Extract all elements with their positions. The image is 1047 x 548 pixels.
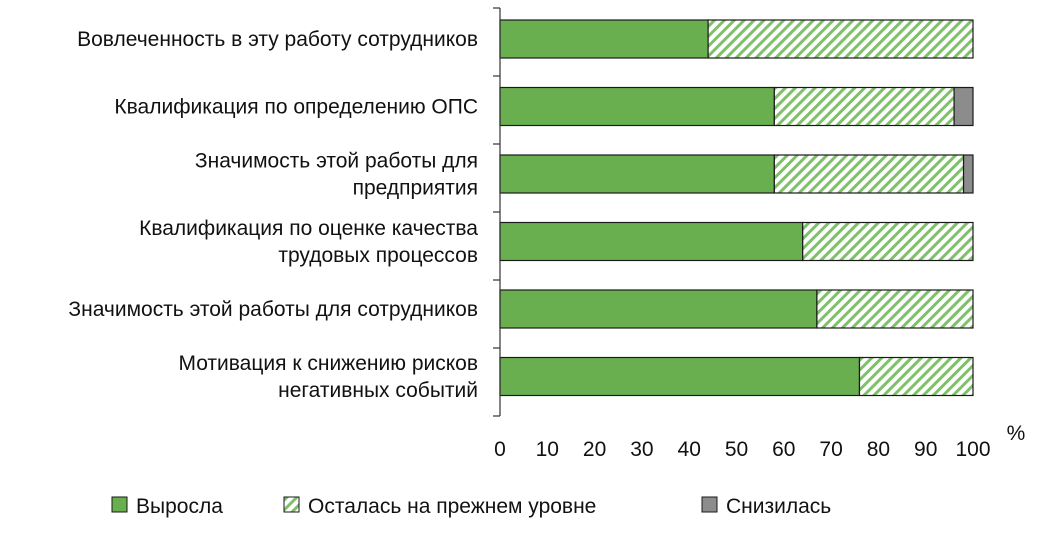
x-tick-label: 60 (772, 438, 795, 461)
category-label: Квалификация по определению ОПС (114, 96, 478, 119)
category-label: трудовых процессов (278, 244, 478, 267)
bar-1-row-6 (499, 356, 861, 397)
legend-label-2: Осталась на прежнем уровне (308, 495, 596, 518)
legend-swatch-1 (111, 496, 128, 513)
x-tick-label: 90 (914, 438, 937, 461)
bar-2-row-4 (802, 221, 974, 262)
x-tick-label: 70 (819, 438, 842, 461)
category-label: предприятия (353, 177, 478, 200)
bar-2-row-6 (858, 356, 974, 397)
bar-1-row-2 (499, 86, 775, 127)
category-label: Значимость этой работы для (195, 150, 478, 173)
bar-2-row-1 (707, 19, 974, 59)
legend: Выросла Осталась на прежнем уровне Снизила… (111, 495, 831, 518)
bar-1-row-5 (499, 289, 818, 329)
x-tick-label: 0 (494, 438, 506, 461)
category-label: Квалификация по оценке качества (139, 217, 478, 240)
bar-3-row-2 (953, 86, 974, 127)
bar-2-row-5 (816, 289, 974, 329)
bar-1-row-1 (499, 19, 709, 59)
legend-swatch-2 (283, 496, 300, 513)
category-label: Вовлеченность в эту работу сотрудников (77, 28, 478, 51)
bar-2-row-3 (773, 154, 965, 194)
x-tick-label: 40 (678, 438, 701, 461)
category-label: Мотивация к снижению рисков (178, 352, 478, 375)
x-tick-label: 30 (630, 438, 653, 461)
category-labels: Вовлеченность в эту работу сотрудников Кв… (68, 28, 478, 402)
legend-label-1: Выросла (136, 495, 223, 518)
x-tick-label: 20 (583, 438, 606, 461)
bar-1-row-4 (499, 221, 804, 262)
category-label: Значимость этой работы для сотрудников (68, 298, 478, 321)
x-tick-label: 50 (725, 438, 748, 461)
category-label: негативных событий (278, 379, 478, 402)
x-tick-label: 100 (955, 438, 990, 461)
x-unit-label: % (1007, 422, 1026, 445)
bar-1-row-3 (499, 154, 775, 194)
axes: 0 10 20 30 40 50 60 70 80 90 100% (493, 7, 1026, 461)
x-tick-label: 80 (867, 438, 890, 461)
bars-layer (499, 19, 974, 397)
legend-label-3: Снизилась (726, 495, 831, 518)
legend-swatch-3 (701, 496, 718, 513)
bar-2-row-2 (773, 86, 955, 127)
bar-3-row-3 (962, 154, 974, 194)
x-tick-label: 10 (536, 438, 559, 461)
